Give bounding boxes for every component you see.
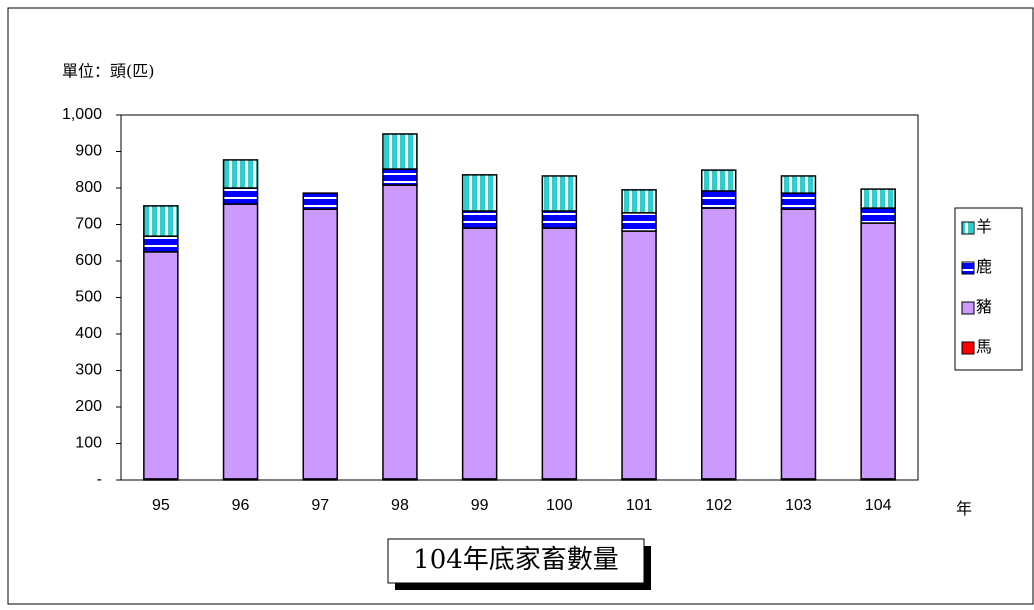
bar-segment <box>222 159 259 189</box>
y-tick-label: - <box>97 471 102 488</box>
legend-swatch <box>961 341 975 355</box>
bar-segment <box>382 184 418 480</box>
bar-segment <box>461 174 498 212</box>
legend-swatch <box>961 221 975 235</box>
bar-segment <box>302 208 338 480</box>
y-tick-label: 900 <box>75 143 102 160</box>
y-tick-label: 700 <box>75 216 102 233</box>
title-box <box>387 538 645 584</box>
y-tick-label: 400 <box>75 325 102 342</box>
bar-segment <box>222 187 259 205</box>
bar-segment <box>143 205 179 237</box>
x-tick-label: 96 <box>232 497 250 514</box>
bar-segment <box>701 169 737 192</box>
x-tick-label: 104 <box>865 497 892 514</box>
bar-segment <box>860 222 896 480</box>
legend-swatch <box>961 261 975 275</box>
bar-segment <box>780 175 817 194</box>
bar-segment <box>860 188 896 209</box>
x-tick-label: 97 <box>311 497 329 514</box>
y-tick-label: 500 <box>75 289 102 306</box>
bar-segment <box>621 212 657 232</box>
y-tick-label: 800 <box>75 179 102 196</box>
bar-segment <box>541 227 578 480</box>
x-axis-label: 年 <box>956 500 972 518</box>
bar-segment <box>382 168 418 186</box>
legend-label: 鹿 <box>976 258 992 276</box>
bar-segment <box>541 210 578 229</box>
bar-segment <box>461 227 498 480</box>
x-tick-label: 95 <box>152 497 170 514</box>
legend-label: 馬 <box>976 339 992 356</box>
legend-label: 豬 <box>976 298 992 316</box>
legend-label: 羊 <box>976 218 992 236</box>
x-tick-label: 99 <box>471 497 489 514</box>
y-tick-label: 200 <box>75 398 102 415</box>
chart-title: 104年底家畜數量 <box>413 545 619 575</box>
bar-segment <box>701 207 737 480</box>
x-tick-label: 101 <box>626 497 653 514</box>
y-tick-label: 100 <box>75 435 102 452</box>
x-tick-label: 100 <box>546 497 573 514</box>
y-tick-label: 300 <box>75 362 102 379</box>
y-tick-label: 600 <box>75 252 102 269</box>
bar-segment <box>143 251 179 480</box>
bar-segment <box>780 208 817 480</box>
bar-segment <box>780 192 817 210</box>
legend-swatch <box>961 301 975 315</box>
bar-segment <box>382 133 418 170</box>
bar-segment <box>541 175 578 212</box>
bar-segment <box>621 230 657 480</box>
bar-segment <box>302 192 338 210</box>
bar-segment <box>222 203 259 480</box>
bar-segment <box>621 189 657 214</box>
bar-segment <box>701 190 737 209</box>
x-tick-label: 103 <box>785 497 812 514</box>
y-axis-label: 單位：頭(匹) <box>62 62 155 81</box>
bar-segment <box>860 207 896 224</box>
x-tick-label: 98 <box>391 497 409 514</box>
bar-segment <box>461 210 498 229</box>
y-tick-label: 1,000 <box>62 106 102 123</box>
x-tick-label: 102 <box>705 497 732 514</box>
bar-segment <box>143 235 179 253</box>
